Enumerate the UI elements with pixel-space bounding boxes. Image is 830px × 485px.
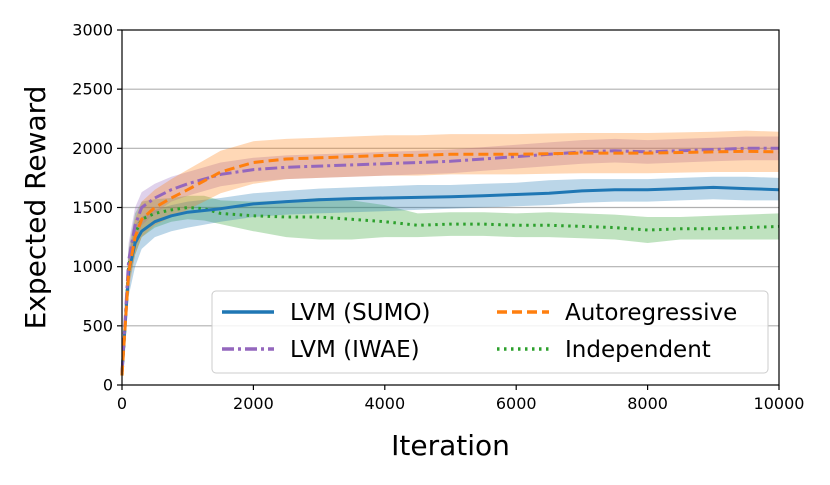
- line-lvm-iwae: [120, 146, 779, 374]
- y-tick-label-1500: 1500: [72, 198, 113, 217]
- x-tick-label-4000: 4000: [364, 394, 405, 413]
- y-axis-title: Expected Reward: [19, 86, 52, 330]
- band-lvm-sumo: [122, 176, 779, 380]
- band-independent: [122, 195, 779, 382]
- legend-label-lvm-iwae: LVM (IWAE): [290, 337, 420, 363]
- legend-box: [211, 290, 769, 374]
- tick-layer: 0 500 1000 1500 2000 2500 3000 0 2000 4000 6000 800…: [72, 21, 804, 414]
- x-tick-label-10000: 10000: [754, 394, 805, 413]
- band-lvm-iwae: [122, 136, 779, 380]
- line-independent: [120, 206, 780, 376]
- x-tick-label-0: 0: [117, 394, 127, 413]
- y-tick-label-500: 500: [82, 316, 113, 335]
- x-tick-label-8000: 8000: [627, 394, 668, 413]
- band-autoregressive: [122, 130, 779, 382]
- series-line-layer: [120, 146, 780, 376]
- legend-label-independent: Independent: [565, 337, 711, 363]
- legend-label-autoregressive: Autoregressive: [565, 300, 737, 326]
- legend-label-lvm-sumo: LVM (SUMO): [290, 300, 431, 326]
- y-tick-label-1000: 1000: [72, 257, 113, 276]
- y-tick-label-0: 0: [103, 376, 113, 395]
- line-lvm-sumo: [120, 185, 780, 374]
- confidence-band-layer: [122, 130, 779, 382]
- legend: LVM (SUMO) LVM (IWAE) Autoregressive Ind…: [211, 290, 769, 374]
- y-tick-label-2000: 2000: [72, 139, 113, 158]
- x-tick-label-6000: 6000: [496, 394, 537, 413]
- x-tick-label-2000: 2000: [233, 394, 274, 413]
- x-axis-title: Iteration: [391, 429, 510, 462]
- line-autoregressive: [120, 149, 780, 376]
- y-tick-label-2500: 2500: [72, 80, 113, 99]
- y-tick-label-3000: 3000: [72, 21, 113, 40]
